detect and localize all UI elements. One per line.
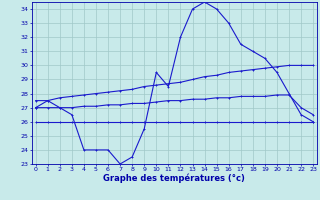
- X-axis label: Graphe des températures (°c): Graphe des températures (°c): [103, 174, 245, 183]
